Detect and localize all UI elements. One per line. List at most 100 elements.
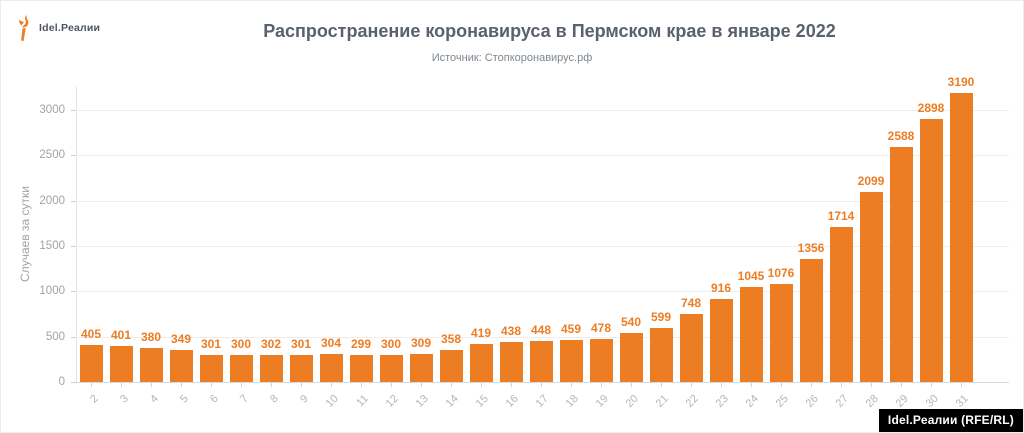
bar-day-3: [109, 345, 133, 382]
bar-day-9: [289, 354, 313, 382]
y-tick-mark-1500: [71, 246, 76, 247]
x-tick-mark-8: [271, 383, 272, 387]
x-tick-mark-15: [481, 383, 482, 387]
x-tick-label-26: 26: [803, 392, 821, 410]
x-tick-mark-17: [541, 383, 542, 387]
x-tick-mark-25: [781, 383, 782, 387]
bar-day-29: [889, 147, 913, 382]
bar-day-12: [379, 354, 403, 382]
bar-day-6: [199, 354, 223, 382]
bar-day-30: [919, 119, 943, 382]
x-tick-label-23: 23: [713, 392, 731, 410]
x-tick-mark-26: [811, 383, 812, 387]
x-tick-mark-27: [841, 383, 842, 387]
bar-value-day-24: 1045: [737, 269, 765, 284]
x-tick-label-11: 11: [354, 392, 371, 410]
x-tick-mark-6: [211, 383, 212, 387]
bar-day-17: [529, 341, 553, 382]
x-tick-mark-7: [241, 383, 242, 387]
x-tick-label-8: 8: [267, 392, 281, 406]
bar-value-day-6: 301: [200, 336, 222, 351]
x-tick-mark-18: [571, 383, 572, 387]
x-tick-label-18: 18: [563, 392, 581, 410]
bar-value-day-8: 302: [260, 336, 282, 351]
bar-day-16: [499, 342, 523, 382]
y-tick-mark-0: [71, 382, 76, 383]
x-tick-mark-3: [121, 383, 122, 387]
x-tick-label-2: 2: [87, 392, 101, 406]
x-tick-label-12: 12: [383, 392, 401, 410]
bar-day-14: [439, 349, 463, 382]
x-tick-mark-11: [361, 383, 362, 387]
x-tick-mark-9: [301, 383, 302, 387]
bar-value-day-23: 916: [710, 280, 732, 295]
x-tick-mark-16: [511, 383, 512, 387]
bar-value-day-10: 304: [320, 336, 342, 351]
x-tick-label-24: 24: [743, 392, 761, 410]
bar-value-day-5: 349: [170, 332, 192, 347]
gridline-0: [76, 382, 1009, 383]
x-tick-label-10: 10: [323, 392, 341, 410]
bar-day-7: [229, 354, 253, 382]
gridline-1000: [76, 291, 1009, 293]
y-tick-label-500: 500: [45, 330, 65, 343]
x-tick-mark-22: [691, 383, 692, 387]
x-tick-label-30: 30: [923, 392, 941, 410]
x-tick-mark-24: [751, 383, 752, 387]
x-tick-label-21: 21: [653, 392, 671, 410]
bar-value-day-19: 478: [590, 320, 612, 335]
x-tick-label-3: 3: [117, 392, 131, 406]
gridline-3000: [76, 110, 1009, 111]
x-tick-mark-10: [331, 383, 332, 387]
x-tick-mark-29: [901, 383, 902, 387]
bar-day-27: [829, 226, 853, 382]
x-tick-mark-19: [601, 383, 602, 387]
bar-value-day-14: 358: [440, 331, 462, 346]
bar-day-2: [79, 345, 103, 382]
bar-day-23: [709, 298, 733, 382]
y-tick-label-0: 0: [58, 376, 65, 388]
y-axis-line: [76, 87, 77, 382]
logo: Idel.Реалии: [17, 15, 100, 41]
bar-value-day-21: 599: [650, 309, 672, 324]
x-tick-label-22: 22: [683, 392, 701, 410]
bar-value-day-9: 301: [290, 336, 312, 351]
x-tick-mark-14: [451, 383, 452, 387]
x-tick-label-17: 17: [533, 392, 551, 410]
bar-value-day-13: 309: [410, 335, 432, 350]
gridline-500: [76, 336, 1009, 338]
bar-value-day-20: 540: [620, 315, 642, 330]
bar-value-day-29: 2588: [887, 129, 915, 144]
bar-day-18: [559, 340, 583, 382]
torch-icon: [17, 15, 34, 41]
x-tick-label-14: 14: [443, 392, 461, 410]
x-tick-mark-5: [181, 383, 182, 387]
x-tick-label-4: 4: [147, 392, 161, 406]
bar-day-4: [139, 347, 163, 382]
bar-value-day-18: 459: [560, 322, 582, 337]
bar-day-19: [589, 338, 613, 382]
bar-value-day-15: 419: [470, 326, 492, 340]
x-tick-label-13: 13: [413, 392, 431, 410]
x-tick-mark-2: [91, 383, 92, 387]
bar-day-25: [769, 284, 793, 382]
x-tick-mark-12: [391, 383, 392, 387]
bar-day-15: [469, 344, 493, 382]
bar-value-day-25: 1076: [767, 266, 795, 281]
y-tick-mark-2500: [71, 155, 76, 157]
y-tick-label-1000: 1000: [39, 285, 65, 298]
bar-value-day-27: 1714: [827, 208, 855, 223]
chart-source-label: Источник: Стопкоронавирус.рф: [431, 52, 593, 64]
x-tick-mark-31: [961, 383, 962, 387]
bar-day-26: [799, 259, 823, 382]
bar-day-24: [739, 287, 763, 382]
bar-value-day-26: 1356: [797, 241, 825, 256]
bar-value-day-30: 2898: [917, 101, 945, 116]
y-tick-mark-500: [71, 336, 76, 338]
bar-value-day-4: 380: [140, 329, 162, 344]
bar-value-day-31: 3190: [947, 74, 975, 89]
y-tick-label-2000: 2000: [39, 194, 65, 207]
x-tick-label-5: 5: [177, 392, 191, 406]
x-tick-label-31: 31: [953, 392, 971, 410]
